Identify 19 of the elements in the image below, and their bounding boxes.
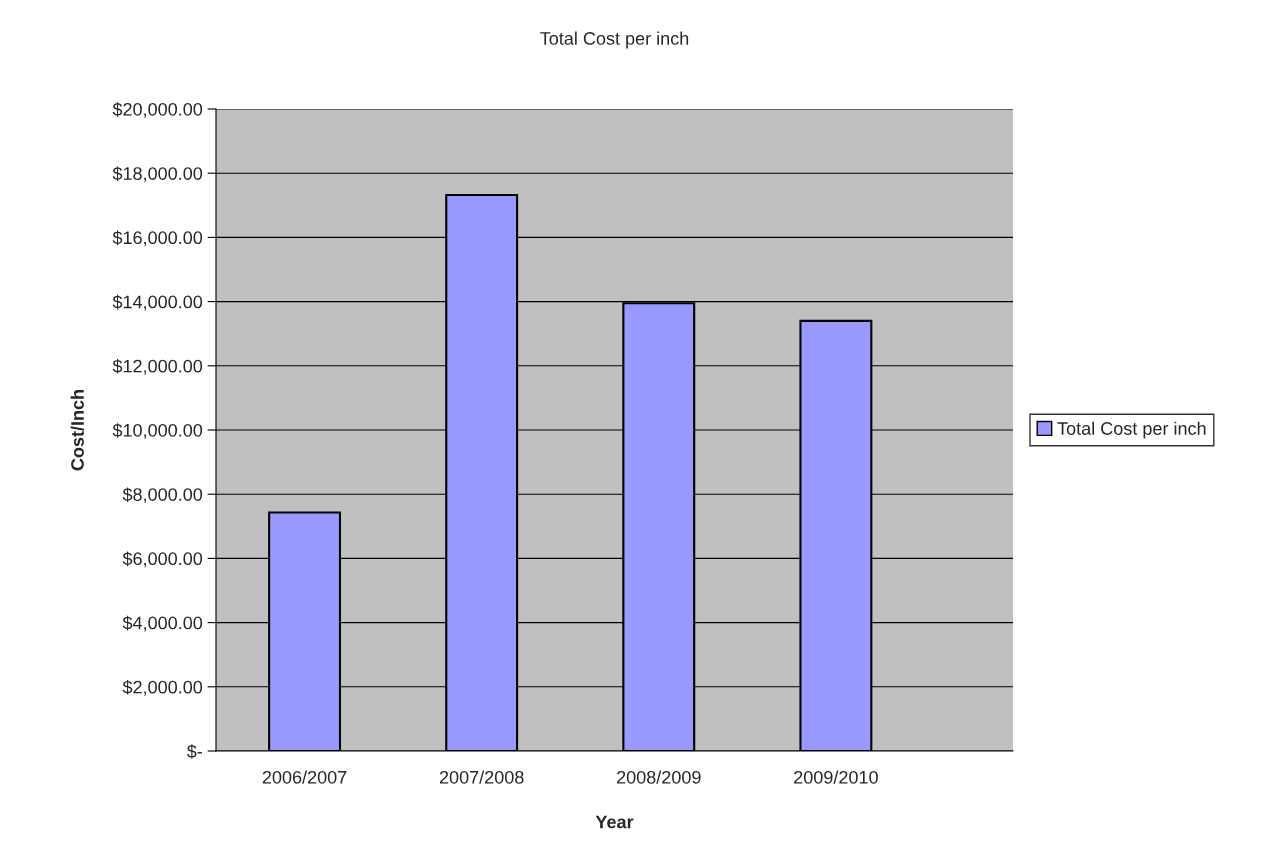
- y-tick-label: $16,000.00: [112, 230, 203, 247]
- y-axis-title: Cost/Inch: [70, 389, 85, 471]
- y-tick-label: $2,000.00: [122, 679, 203, 696]
- legend-label: Total Cost per inch: [1057, 421, 1206, 439]
- y-tick-label: $20,000.00: [112, 102, 203, 118]
- x-tick-label: 2009/2010: [794, 770, 878, 784]
- chart-title: Total Cost per inch: [540, 31, 689, 49]
- y-tick-label: $18,000.00: [112, 166, 203, 183]
- x-axis-title: Year: [595, 815, 634, 829]
- x-tick-label: 2006/2007: [262, 770, 347, 784]
- y-tick-label: $8,000.00: [122, 487, 203, 504]
- y-tick-label: $6,000.00: [122, 551, 203, 568]
- y-tick-label: $12,000.00: [112, 358, 203, 375]
- x-tick-label: 2008/2009: [617, 770, 701, 784]
- y-tick-label: $10,000.00: [112, 423, 203, 439]
- y-tick-label: $14,000.00: [112, 294, 203, 311]
- x-tick-label: 2007/2008: [439, 770, 524, 784]
- y-tick-label: $4,000.00: [122, 615, 203, 632]
- y-tick-label: $-: [186, 744, 203, 759]
